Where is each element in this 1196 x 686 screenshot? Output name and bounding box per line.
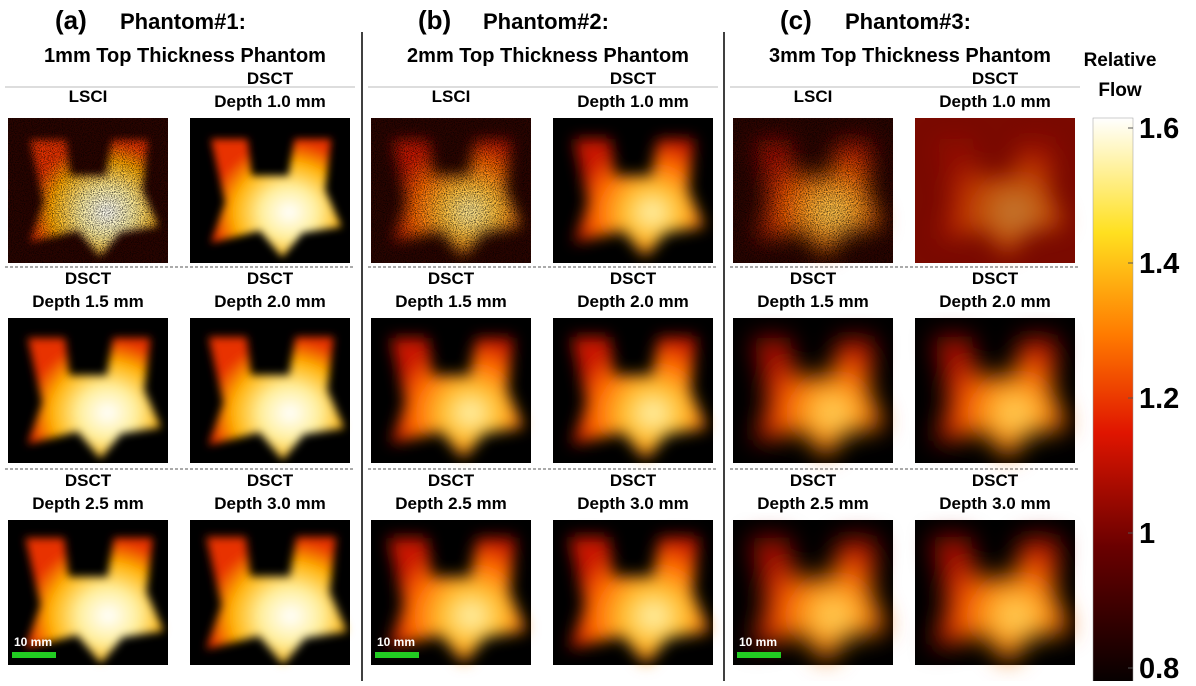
image-label: DSCT bbox=[428, 471, 475, 490]
image-label: Depth 2.5 mm bbox=[757, 494, 868, 513]
image-label: Depth 2.5 mm bbox=[395, 494, 506, 513]
speckle-layer bbox=[371, 118, 531, 263]
image-label: LSCI bbox=[69, 87, 108, 106]
page: {"panels":[ {"letter":"(a)","title":"Pha… bbox=[0, 0, 1196, 681]
colorbar-tick-label: 1.2 bbox=[1139, 383, 1179, 415]
flow-image bbox=[190, 318, 350, 463]
colorbar-title: Relative bbox=[1084, 50, 1157, 71]
image-label: DSCT bbox=[247, 269, 294, 288]
image-label: LSCI bbox=[432, 87, 471, 106]
panel-subtitle: 3mm Top Thickness Phantom bbox=[769, 45, 1051, 67]
scale-bar bbox=[737, 652, 781, 658]
image-label: DSCT bbox=[790, 471, 837, 490]
image-label: DSCT bbox=[428, 269, 475, 288]
image-label: Depth 3.0 mm bbox=[939, 494, 1050, 513]
image-label: Depth 1.5 mm bbox=[395, 292, 506, 311]
flow-image bbox=[733, 318, 893, 463]
image-label: DSCT bbox=[972, 269, 1019, 288]
scale-bar-label: 10 mm bbox=[377, 635, 415, 649]
panel-title: Phantom#3: bbox=[845, 9, 971, 34]
image-label: DSCT bbox=[790, 269, 837, 288]
flow-image bbox=[8, 118, 168, 263]
flow-image bbox=[190, 520, 350, 665]
image-label: Depth 2.0 mm bbox=[214, 292, 325, 311]
image-label: DSCT bbox=[610, 471, 657, 490]
flow-image bbox=[553, 118, 713, 263]
flow-image bbox=[190, 118, 350, 263]
scale-bar-label: 10 mm bbox=[14, 635, 52, 649]
colorbar-tick-label: 1.4 bbox=[1139, 248, 1179, 280]
image-label: DSCT bbox=[65, 471, 112, 490]
flow-image bbox=[371, 318, 531, 463]
image-label: Depth 1.0 mm bbox=[214, 92, 325, 111]
panel-letter: (b) bbox=[418, 5, 451, 35]
flow-image bbox=[915, 318, 1075, 463]
image-label: Depth 2.0 mm bbox=[939, 292, 1050, 311]
flow-image bbox=[553, 520, 713, 665]
image-label: DSCT bbox=[972, 471, 1019, 490]
speckle-layer bbox=[733, 118, 893, 263]
flow-image bbox=[915, 118, 1075, 263]
image-label: Depth 1.5 mm bbox=[757, 292, 868, 311]
image-label: Depth 3.0 mm bbox=[214, 494, 325, 513]
speckle bbox=[371, 118, 531, 263]
flow-image bbox=[8, 318, 168, 463]
image-label: DSCT bbox=[65, 269, 112, 288]
flow-image bbox=[371, 118, 531, 263]
speckle bbox=[8, 118, 168, 263]
panel-subtitle: 2mm Top Thickness Phantom bbox=[407, 45, 689, 67]
image-label: Depth 2.5 mm bbox=[32, 494, 143, 513]
speckle bbox=[733, 118, 893, 263]
image-label: Depth 2.0 mm bbox=[577, 292, 688, 311]
image-label: Depth 3.0 mm bbox=[577, 494, 688, 513]
image-label: Depth 1.0 mm bbox=[577, 92, 688, 111]
figure: (a) Phantom#1: 1mm Top Thickness Phantom LS… bbox=[0, 0, 1196, 681]
panel-letter: (a) bbox=[55, 5, 87, 35]
flow-image bbox=[915, 520, 1075, 665]
colorbar bbox=[1093, 118, 1133, 681]
image-label: DSCT bbox=[247, 471, 294, 490]
image-label: DSCT bbox=[247, 69, 294, 88]
image-label: LSCI bbox=[794, 87, 833, 106]
image-label: DSCT bbox=[610, 269, 657, 288]
colorbar-tick-label: 1 bbox=[1139, 518, 1155, 550]
image-label: DSCT bbox=[610, 69, 657, 88]
panel-subtitle: 1mm Top Thickness Phantom bbox=[44, 45, 326, 67]
colorbar-title: Flow bbox=[1098, 80, 1141, 101]
panel-title: Phantom#2: bbox=[483, 9, 609, 34]
scale-bar-label: 10 mm bbox=[739, 635, 777, 649]
flow-image: 10 mm bbox=[733, 520, 893, 665]
speckle-layer bbox=[8, 118, 168, 263]
colorbar-tick-label: 1.6 bbox=[1139, 113, 1179, 145]
panel-letter: (c) bbox=[780, 5, 812, 35]
flow-image: 10 mm bbox=[8, 520, 168, 665]
flow-image bbox=[733, 118, 893, 263]
colorbar-tick-label: 0.8 bbox=[1139, 653, 1179, 681]
scale-bar bbox=[375, 652, 419, 658]
image-label: Depth 1.5 mm bbox=[32, 292, 143, 311]
image-label: DSCT bbox=[972, 69, 1019, 88]
flow-image: 10 mm bbox=[371, 520, 531, 665]
image-label: Depth 1.0 mm bbox=[939, 92, 1050, 111]
scale-bar bbox=[12, 652, 56, 658]
flow-image bbox=[553, 318, 713, 463]
panel-title: Phantom#1: bbox=[120, 9, 246, 34]
